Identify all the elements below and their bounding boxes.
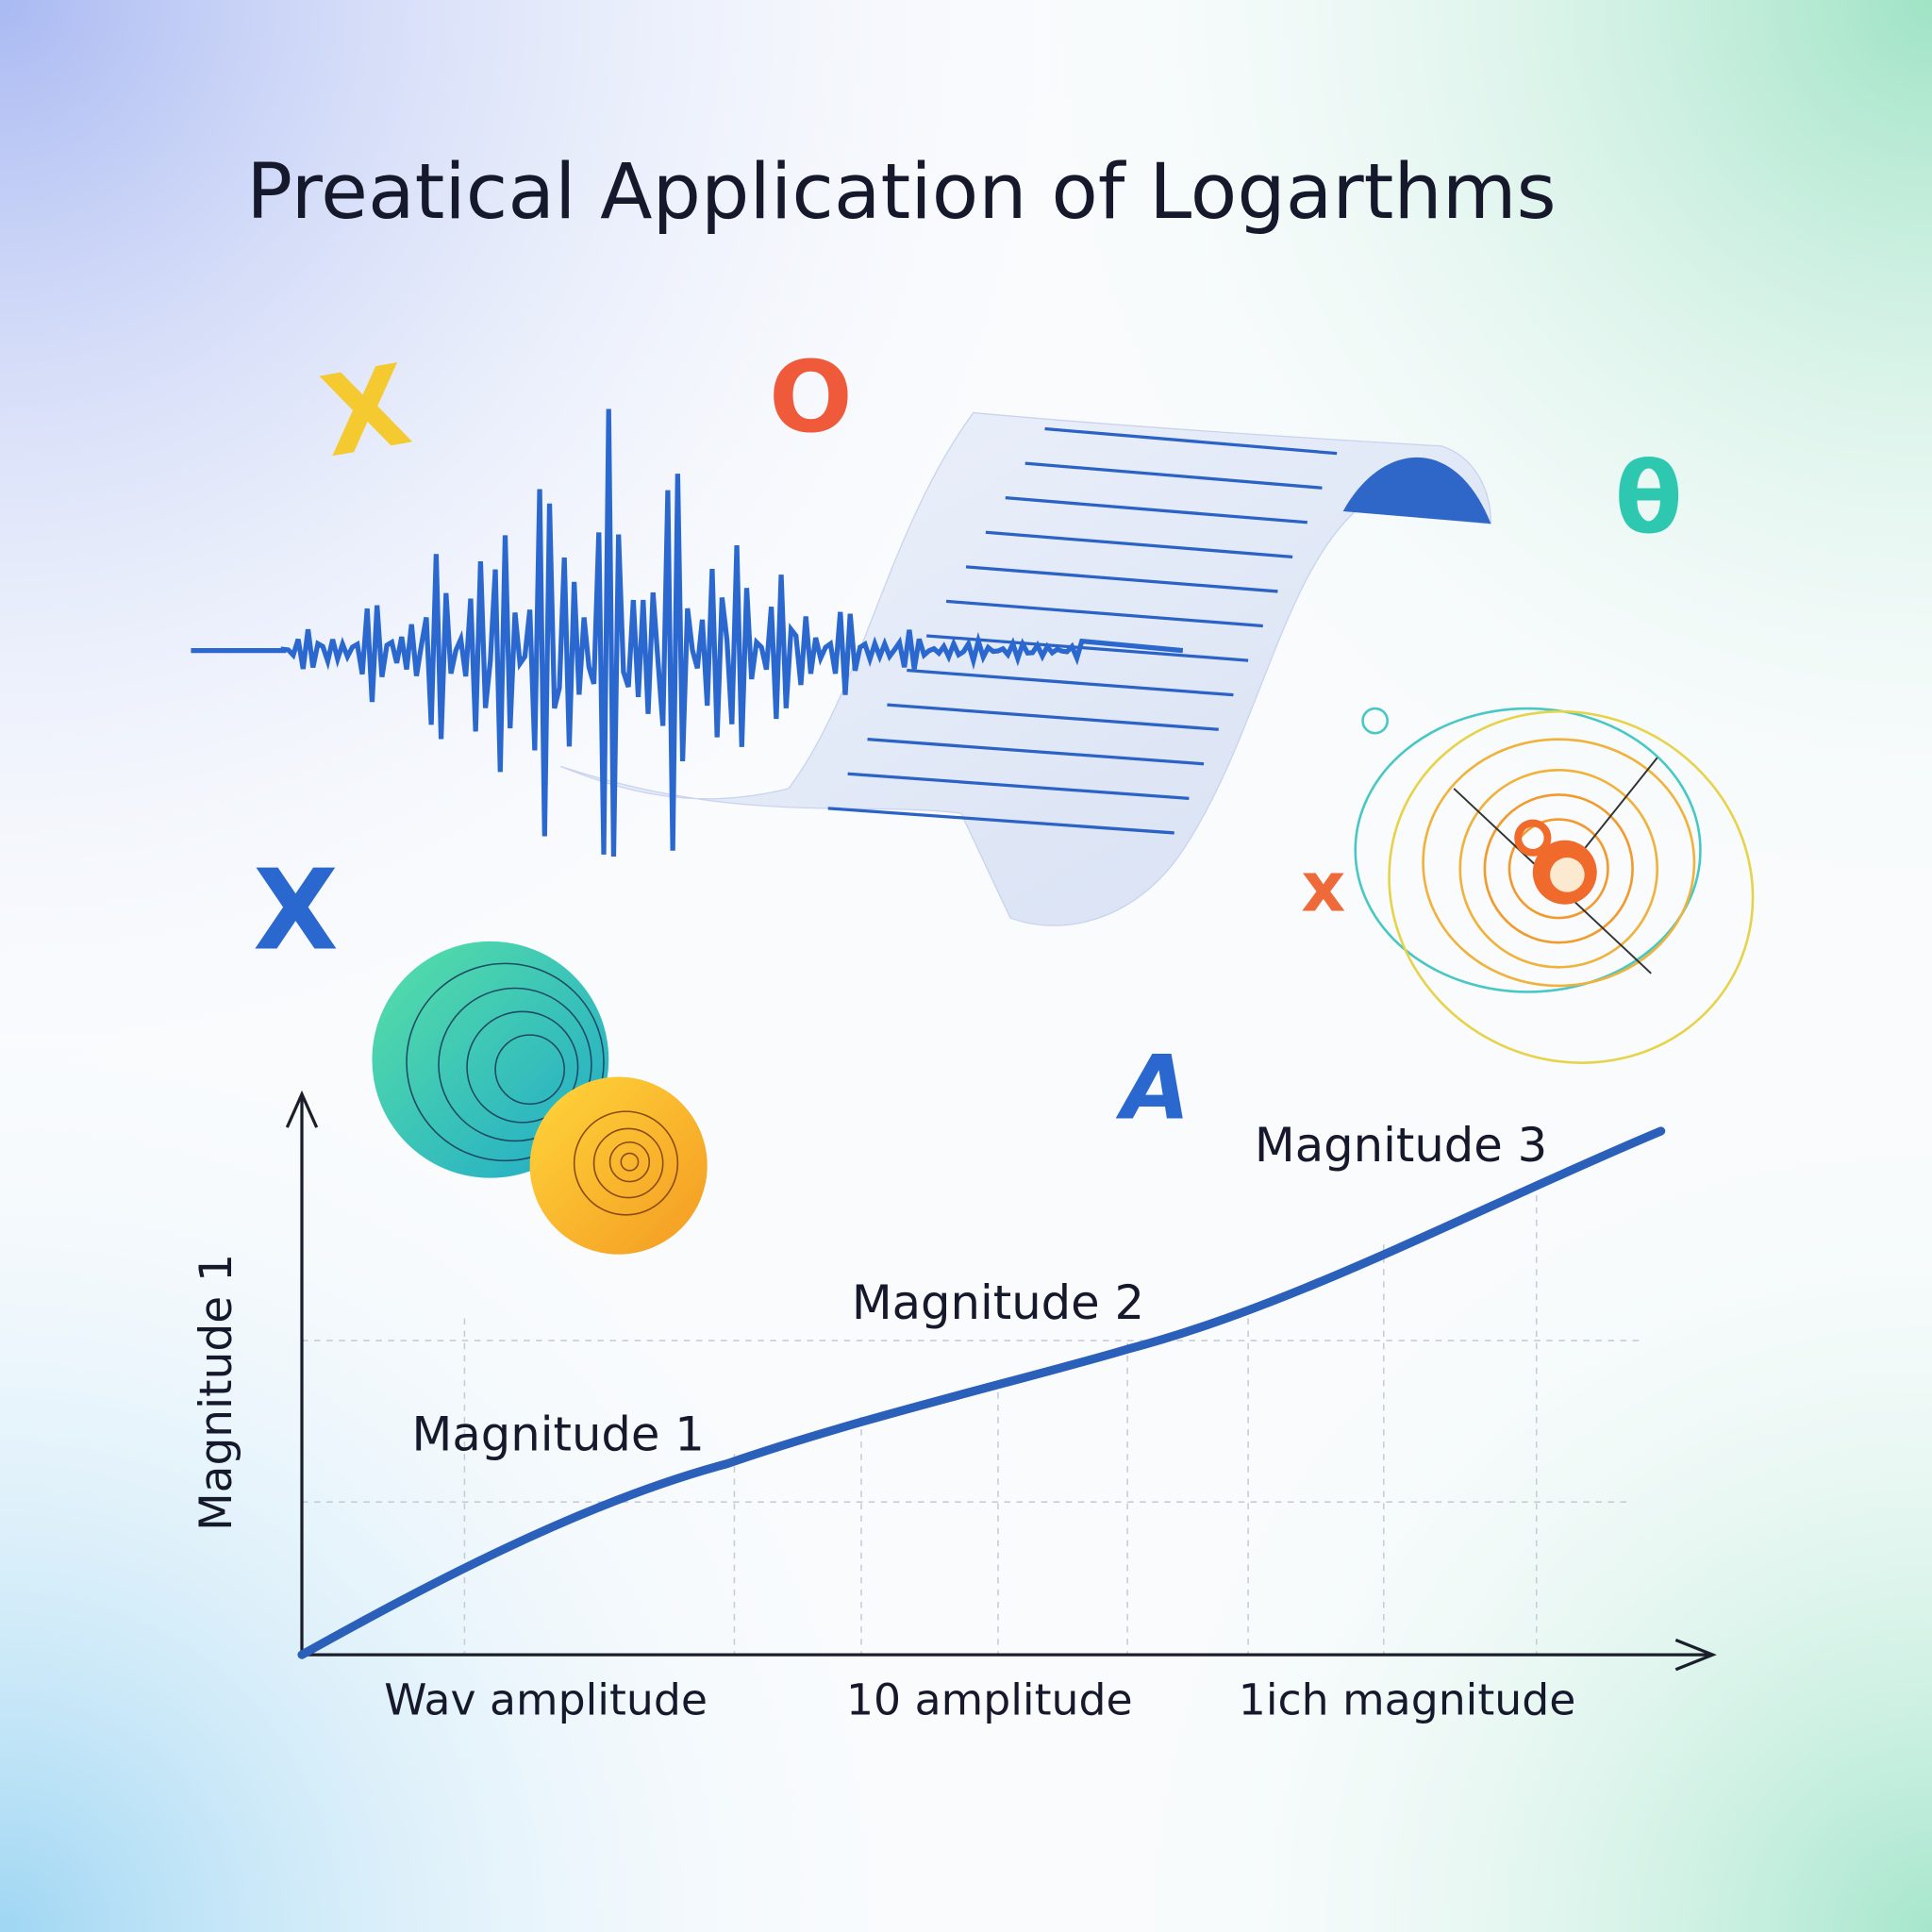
- symbol: X: [253, 845, 339, 974]
- x-label: 1ich magnitude: [1239, 1675, 1576, 1725]
- spiral-circles: [372, 941, 708, 1255]
- title: Preatical Application of Logarthms: [246, 148, 1557, 237]
- orbit-graphic: [1354, 707, 1755, 1064]
- annotation: Magnitude 3: [1255, 1118, 1547, 1173]
- paper-scroll: [560, 411, 1492, 926]
- waveform: [191, 408, 1184, 858]
- paper-line: [1044, 426, 1338, 456]
- x-label: 10 amplitude: [846, 1675, 1133, 1725]
- paper-line: [867, 738, 1205, 766]
- paper-line: [1024, 461, 1323, 490]
- annotation: Magnitude 2: [852, 1275, 1144, 1330]
- annotation: Magnitude 1: [412, 1407, 705, 1462]
- paper-line: [847, 772, 1190, 800]
- axes: [285, 1090, 1717, 1672]
- symbol: A: [1115, 1038, 1191, 1141]
- chart: Magnitude 1 Magnitude 1 Magnitude 2 Magn…: [191, 1090, 1717, 1725]
- x-label: Wav amplitude: [384, 1675, 708, 1725]
- paper-line: [965, 565, 1278, 593]
- paper-line: [985, 530, 1293, 558]
- paper-line: [1005, 496, 1307, 525]
- paper-line: [827, 807, 1174, 835]
- symbol: θ: [1615, 441, 1683, 556]
- paper-line: [945, 599, 1263, 628]
- y-axis-label: Magnitude 1: [191, 1254, 242, 1531]
- symbol: x: [1301, 848, 1345, 928]
- paper-line: [907, 668, 1234, 697]
- curve: [297, 1126, 1666, 1659]
- paper-line: [887, 703, 1219, 731]
- symbol: O: [769, 340, 853, 455]
